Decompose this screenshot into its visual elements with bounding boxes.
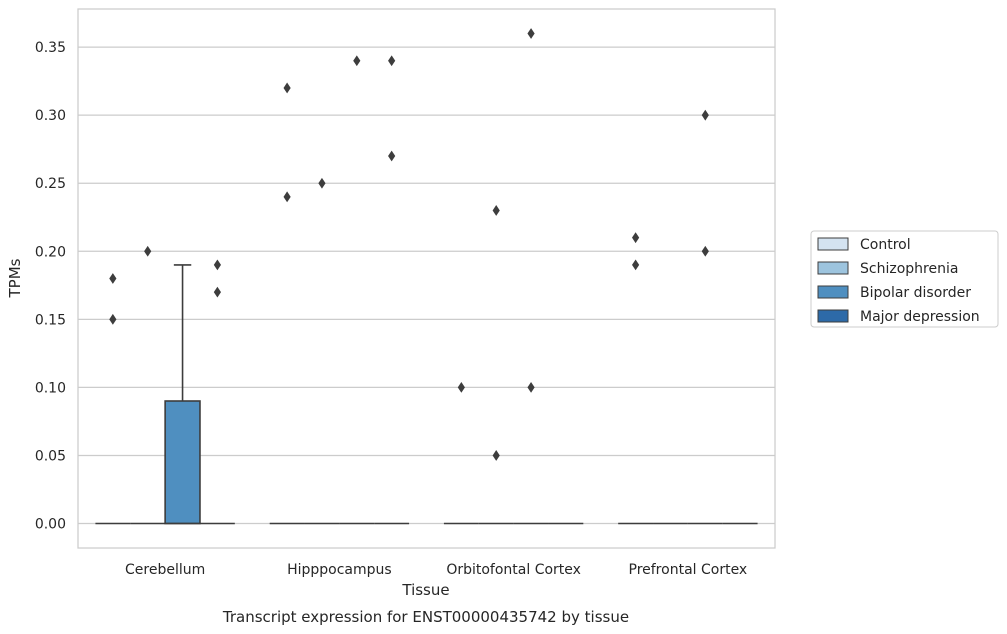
outlier-point [527, 381, 535, 393]
box [164, 400, 201, 525]
x-axis-title: Tissue [401, 581, 449, 599]
outlier-point [213, 286, 221, 298]
chart-caption: Transcript expression for ENST0000043574… [222, 608, 629, 626]
outlier-point [353, 55, 361, 67]
outlier-point [457, 381, 465, 393]
y-tick-label: 0.35 [35, 40, 66, 56]
y-axis-title: TPMs [6, 258, 24, 298]
legend-label: Schizophrenia [860, 261, 958, 277]
y-axis-ticks: 0.00 0.05 0.10 0.15 0.20 0.25 0.30 0.35 [35, 40, 66, 532]
legend: Control Schizophrenia Bipolar disorder Majo… [810, 230, 999, 328]
outlier-point [213, 259, 221, 271]
legend-frame [810, 230, 999, 328]
outlier-point [283, 82, 291, 94]
legend-swatch [817, 309, 849, 323]
y-tick-label: 0.20 [35, 244, 66, 260]
y-tick-label: 0.30 [35, 108, 66, 124]
legend-swatch [817, 285, 849, 299]
outlier-point [701, 109, 709, 121]
x-tick-label: Prefrontal Cortex [629, 562, 748, 578]
y-tick-label: 0.15 [35, 312, 66, 328]
legend-label: Major depression [860, 309, 980, 325]
x-tick-label: Hipppocampus [287, 562, 392, 578]
legend-swatch [817, 237, 849, 251]
x-tick-label: Orbitofontal Cortex [446, 562, 581, 578]
outlier-point [283, 191, 291, 203]
outlier-point [492, 450, 500, 461]
y-tick-label: 0.25 [35, 176, 66, 192]
y-tick-label: 0.05 [35, 448, 66, 464]
outlier-point [701, 245, 709, 257]
outlier-point [109, 273, 117, 284]
outlier-point [492, 205, 500, 216]
legend-label: Control [860, 237, 911, 253]
box-marks [95, 28, 758, 525]
x-axis-ticks: Cerebellum Hipppocampus Orbitofontal Corte… [125, 562, 747, 578]
outlier-point [318, 177, 326, 189]
outlier-point [144, 245, 152, 257]
x-tick-label: Cerebellum [125, 562, 205, 578]
legend-swatch [817, 261, 849, 275]
legend-label: Bipolar disorder [860, 285, 971, 301]
plot-frame [77, 8, 776, 549]
y-tick-label: 0.10 [35, 380, 66, 396]
outlier-point [388, 150, 396, 162]
outlier-point [632, 259, 640, 271]
y-tick-label: 0.00 [35, 517, 66, 533]
outlier-point [632, 232, 640, 244]
outlier-point [388, 55, 396, 67]
outlier-point [527, 28, 535, 39]
outlier-point [109, 313, 117, 325]
